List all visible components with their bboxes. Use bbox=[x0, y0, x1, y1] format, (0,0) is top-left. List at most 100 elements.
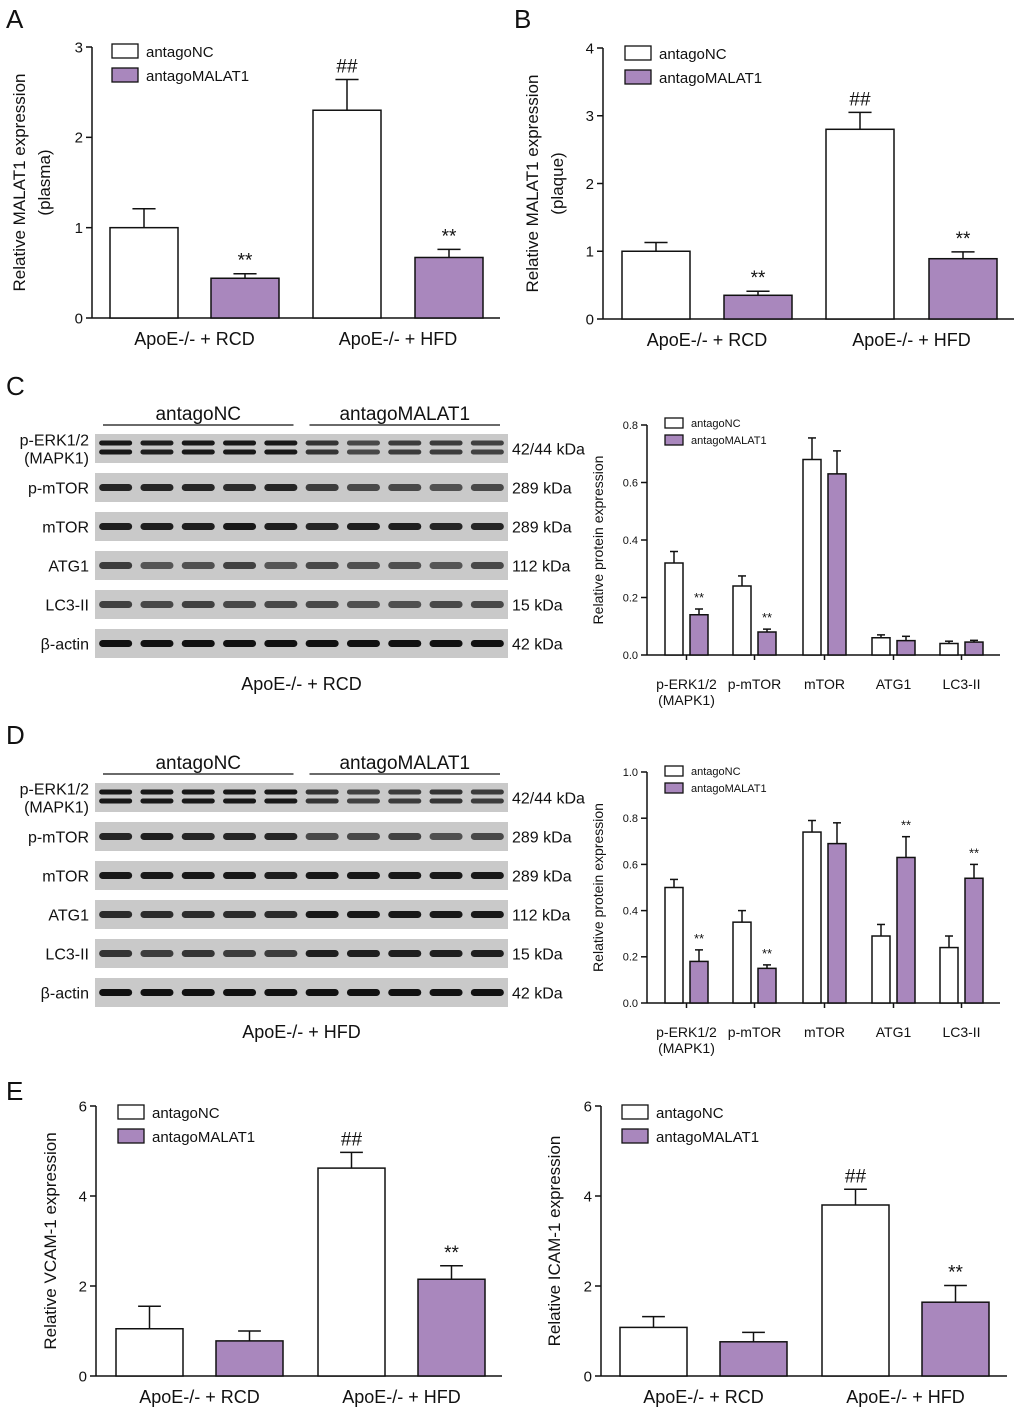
significance-mark: ## bbox=[336, 57, 358, 78]
legend-swatch bbox=[621, 1128, 649, 1144]
blot-band bbox=[346, 449, 380, 455]
x-tick-label: ApoE-/- + HFD bbox=[342, 1387, 461, 1407]
bar-antagomalat1 bbox=[210, 277, 280, 319]
blot-band bbox=[346, 640, 380, 647]
y-tick-label: 0 bbox=[75, 310, 83, 327]
x-tick-label: LC3-II bbox=[942, 676, 980, 692]
blot-band bbox=[429, 798, 463, 804]
significance-mark: ** bbox=[238, 251, 253, 272]
y-tick-label: 0.6 bbox=[623, 477, 638, 489]
blot-band bbox=[264, 798, 298, 804]
blot-band bbox=[99, 449, 133, 455]
bar-antagomalat1 bbox=[723, 294, 793, 320]
blot-size-label: 289 kDa bbox=[512, 830, 572, 847]
blot-band bbox=[388, 440, 422, 446]
y-tick-label: 6 bbox=[79, 1098, 87, 1115]
blot-band bbox=[429, 950, 463, 957]
blot-band bbox=[223, 989, 257, 996]
bar-antagomalat1 bbox=[414, 256, 484, 319]
blot-band bbox=[140, 989, 174, 996]
blot-band bbox=[388, 484, 422, 491]
blot-protein-label: p-ERK1/2 (MAPK1) bbox=[20, 433, 89, 468]
blot-group-label: antagoMALAT1 bbox=[339, 404, 470, 425]
legend-swatch bbox=[117, 1104, 145, 1120]
x-tick-label: p-mTOR bbox=[728, 1024, 781, 1040]
panel-label-b: B bbox=[514, 4, 531, 34]
blot-band bbox=[346, 440, 380, 446]
blot-size-label: 15 kDa bbox=[512, 947, 563, 964]
bar-antagonc bbox=[871, 935, 891, 1004]
blot-band bbox=[99, 640, 133, 647]
legend-swatch bbox=[624, 69, 652, 85]
blot-band bbox=[388, 833, 422, 840]
blot-band bbox=[429, 989, 463, 996]
significance-mark: ## bbox=[845, 1166, 867, 1187]
bar-antagonc bbox=[109, 226, 179, 319]
y-tick-label: 2 bbox=[79, 1278, 87, 1295]
blot-band bbox=[305, 989, 339, 996]
blot-strip bbox=[95, 783, 508, 812]
blot-band bbox=[264, 601, 298, 608]
y-tick-label: 0.2 bbox=[623, 592, 638, 604]
bar-antagonc bbox=[732, 921, 752, 1004]
x-tick-label: LC3-II bbox=[942, 1024, 980, 1040]
blot-band bbox=[346, 523, 380, 530]
blot-band bbox=[346, 872, 380, 879]
blot-band bbox=[181, 950, 215, 957]
y-axis-label: Relative ICAM-1 expression bbox=[545, 1136, 564, 1347]
blot-band bbox=[140, 640, 174, 647]
blot-band bbox=[346, 911, 380, 918]
blot-band bbox=[470, 798, 504, 804]
blot-band bbox=[223, 872, 257, 879]
blot-band bbox=[346, 789, 380, 795]
blot-band bbox=[181, 523, 215, 530]
y-tick-label: 0 bbox=[584, 1368, 592, 1385]
bar-antagonc bbox=[115, 1328, 184, 1377]
blot-band bbox=[181, 562, 215, 569]
y-tick-label: 0.2 bbox=[623, 952, 638, 964]
blot-band bbox=[305, 950, 339, 957]
bar-antagomalat1 bbox=[689, 614, 709, 656]
significance-mark: ** bbox=[444, 1243, 459, 1264]
blot-band bbox=[388, 989, 422, 996]
y-tick-label: 0.8 bbox=[623, 813, 638, 825]
blot-band bbox=[223, 950, 257, 957]
blot-band bbox=[346, 798, 380, 804]
blot-protein-label: β-actin bbox=[41, 986, 89, 1003]
blot-band bbox=[470, 950, 504, 957]
bar-antagonc bbox=[664, 886, 684, 1004]
x-tick-label: ApoE-/- + RCD bbox=[139, 1387, 260, 1407]
blot-protein-label: β-actin bbox=[41, 637, 89, 654]
blot-band bbox=[470, 989, 504, 996]
blot-band bbox=[305, 798, 339, 804]
blot-band bbox=[470, 833, 504, 840]
blot-band bbox=[264, 640, 298, 647]
x-tick-label: mTOR bbox=[804, 1024, 845, 1040]
blot-band bbox=[429, 523, 463, 530]
blot-band bbox=[223, 911, 257, 918]
legend-label: antagoNC bbox=[656, 1105, 724, 1122]
bar-antagomalat1 bbox=[757, 631, 777, 656]
blot-band bbox=[181, 872, 215, 879]
blot-band bbox=[223, 523, 257, 530]
blot-band bbox=[264, 449, 298, 455]
y-axis-label: Relative protein expression bbox=[590, 456, 606, 625]
y-tick-label: 2 bbox=[584, 1278, 592, 1295]
blot-band bbox=[181, 989, 215, 996]
blot-protein-label: p-ERK1/2 (MAPK1) bbox=[20, 782, 89, 817]
blot-band bbox=[429, 449, 463, 455]
legend-label: antagoNC bbox=[146, 44, 214, 61]
blot-protein-label: mTOR bbox=[42, 520, 89, 537]
blot-band bbox=[470, 872, 504, 879]
western-blot-d: antagoNC antagoMALAT1 p-ERK1/2 (MAPK1) 42/44… bbox=[20, 753, 585, 1042]
blot-band bbox=[264, 484, 298, 491]
blot-band bbox=[305, 601, 339, 608]
x-tick-label: ApoE-/- + RCD bbox=[134, 329, 255, 349]
blot-band bbox=[140, 789, 174, 795]
x-tick-label: ApoE-/- + RCD bbox=[647, 330, 768, 350]
blot-band bbox=[99, 484, 133, 491]
x-tick-label: p-ERK1/2 (MAPK1) bbox=[656, 1024, 717, 1056]
bar-antagonc bbox=[621, 250, 691, 320]
x-tick-label: ApoE-/- + HFD bbox=[339, 329, 458, 349]
y-axis-label: Relative MALAT1 expression bbox=[10, 74, 29, 292]
